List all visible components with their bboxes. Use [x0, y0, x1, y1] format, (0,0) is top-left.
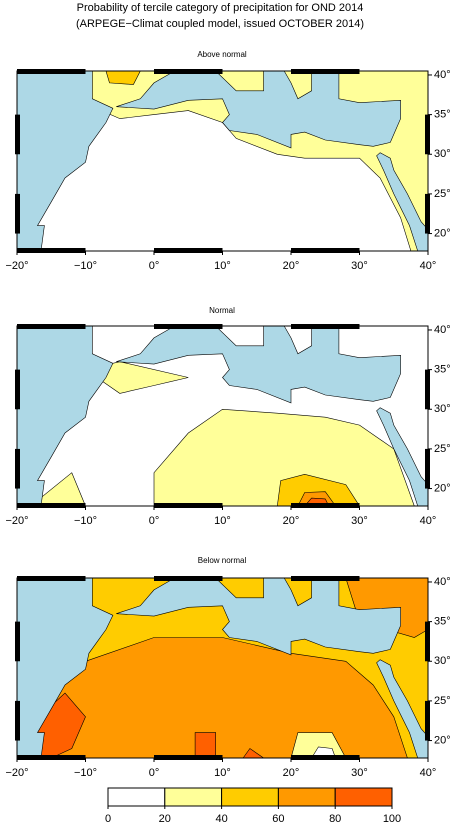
- frame-checker: [17, 503, 86, 508]
- y-tick-label: 20°: [434, 482, 451, 494]
- frame-checker: [17, 576, 86, 581]
- contour-area: [194, 732, 216, 759]
- colorbar-box: [277, 787, 336, 807]
- colorbar-label: 100: [383, 813, 401, 824]
- frame-checker: [425, 369, 430, 410]
- frame-checker: [17, 755, 86, 760]
- x-tick-label: 10°: [214, 767, 231, 779]
- colorbar-box: [221, 787, 279, 807]
- x-tick-label: 10°: [214, 260, 231, 272]
- y-tick-label: 25°: [434, 188, 451, 200]
- frame-checker: [15, 448, 20, 489]
- sea: [16, 70, 114, 252]
- frame-checker: [291, 248, 360, 253]
- x-tick-label: 10°: [214, 515, 231, 527]
- sea: [116, 325, 401, 404]
- colorbar-label: 40: [215, 813, 227, 824]
- y-tick-label: 40°: [434, 576, 451, 588]
- x-tick-label: 20°: [283, 767, 300, 779]
- y-tick-label: 35°: [434, 616, 451, 628]
- frame-checker: [154, 69, 223, 74]
- y-tick-label: 25°: [434, 695, 451, 707]
- frame-checker: [15, 621, 20, 662]
- colorbar-label: 80: [329, 813, 341, 824]
- x-tick-label: −20°: [5, 515, 28, 527]
- frame-checker: [291, 69, 360, 74]
- x-tick-label: 30°: [351, 515, 368, 527]
- y-tick-label: 25°: [434, 443, 451, 455]
- x-tick-label: 20°: [283, 260, 300, 272]
- y-tick-label: 20°: [434, 227, 451, 239]
- frame-checker: [154, 576, 223, 581]
- y-tick-label: 40°: [434, 324, 451, 336]
- x-tick-label: 0°: [149, 260, 160, 272]
- panel-title: Normal: [209, 306, 235, 315]
- y-tick-label: 40°: [434, 69, 451, 81]
- y-tick-label: 30°: [434, 655, 451, 667]
- x-tick-label: 40°: [420, 260, 437, 272]
- frame-checker: [17, 248, 86, 253]
- frame-checker: [291, 576, 360, 581]
- x-tick-label: −10°: [74, 767, 97, 779]
- y-tick-label: 35°: [434, 109, 451, 121]
- x-tick-label: 20°: [283, 515, 300, 527]
- x-tick-label: −10°: [74, 515, 97, 527]
- y-tick-label: 35°: [434, 364, 451, 376]
- frame-checker: [291, 755, 360, 760]
- frame-checker: [15, 193, 20, 234]
- frame-checker: [425, 114, 430, 155]
- colorbar-box: [164, 787, 223, 807]
- colorbar-label: 20: [159, 813, 171, 824]
- y-tick-label: 30°: [434, 403, 451, 415]
- frame-checker: [154, 324, 223, 329]
- frame-checker: [425, 193, 430, 234]
- sea: [16, 325, 114, 507]
- frame-checker: [154, 755, 223, 760]
- x-tick-label: −10°: [74, 260, 97, 272]
- colorbar-label: 0: [105, 813, 111, 824]
- x-tick-label: 40°: [420, 515, 437, 527]
- frame-checker: [154, 248, 223, 253]
- y-tick-label: 20°: [434, 734, 451, 746]
- colorbar-label: 60: [272, 813, 284, 824]
- colorbar-box: [107, 787, 166, 807]
- panel-title: Above normal: [197, 50, 247, 59]
- frame-checker: [15, 369, 20, 410]
- frame-checker: [425, 700, 430, 741]
- contour-area: [84, 361, 189, 394]
- panel-title: Below normal: [198, 556, 247, 565]
- x-tick-label: 30°: [351, 767, 368, 779]
- frame-checker: [15, 700, 20, 741]
- frame-checker: [291, 324, 360, 329]
- frame-checker: [425, 448, 430, 489]
- contour-area: [153, 408, 415, 507]
- title-line: Probability of tercile category of preci…: [77, 2, 364, 14]
- frame-checker: [15, 114, 20, 155]
- x-tick-label: 0°: [149, 767, 160, 779]
- x-tick-label: 0°: [149, 515, 160, 527]
- sea: [16, 577, 114, 759]
- frame-checker: [17, 324, 86, 329]
- sea: [116, 70, 401, 149]
- colorbar-box: [334, 787, 393, 807]
- frame-checker: [425, 621, 430, 662]
- title-line: (ARPEGE−Climat coupled model, issued OCT…: [76, 18, 364, 30]
- frame-checker: [154, 503, 223, 508]
- x-tick-label: −20°: [5, 260, 28, 272]
- x-tick-label: 30°: [351, 260, 368, 272]
- frame-checker: [17, 69, 86, 74]
- x-tick-label: 40°: [420, 767, 437, 779]
- sea: [116, 577, 401, 656]
- y-tick-label: 30°: [434, 148, 451, 160]
- frame-checker: [291, 503, 360, 508]
- x-tick-label: −20°: [5, 767, 28, 779]
